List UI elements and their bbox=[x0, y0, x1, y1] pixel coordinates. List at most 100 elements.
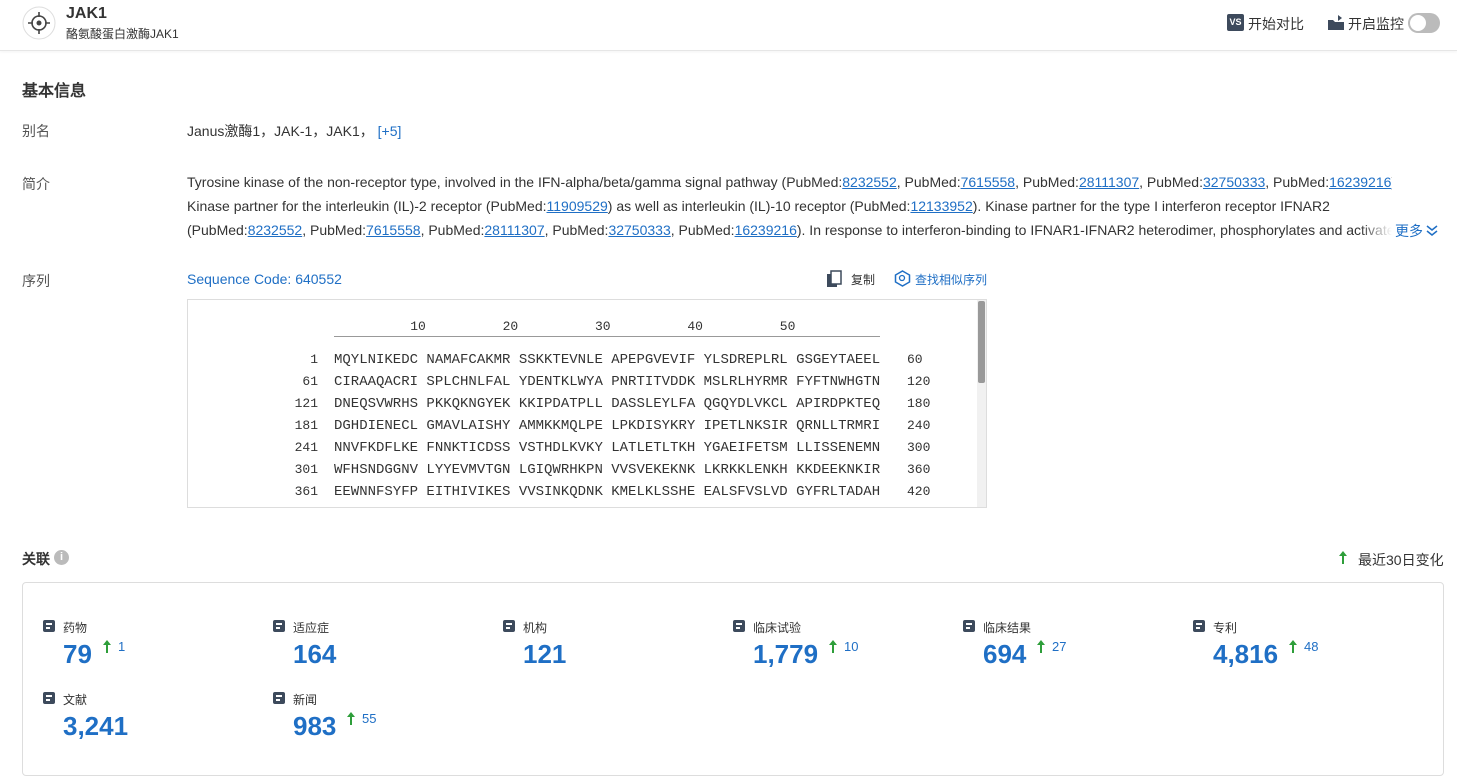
stat-value[interactable]: 1,779 bbox=[753, 639, 819, 669]
stat-change: 48 bbox=[1304, 639, 1319, 654]
pubmed-link[interactable]: 7615558 bbox=[960, 174, 1016, 190]
monitor-button[interactable]: 开启监控 bbox=[1348, 16, 1404, 32]
row-sequence: MQYLNIKEDC NAMAFCAKMR SSKKTEVNLE APEPGVE… bbox=[334, 352, 881, 368]
summary-text: ). In response to interferon-binding to … bbox=[796, 222, 1392, 238]
stat-icon bbox=[43, 692, 55, 704]
pubmed-link[interactable]: 16239216 bbox=[734, 222, 797, 238]
summary-text: , PubMed: bbox=[1139, 174, 1203, 190]
summary-line: (PubMed:8232552, PubMed:7615558, PubMed:… bbox=[187, 218, 1392, 242]
title: JAK1 bbox=[66, 5, 107, 22]
alias-text: Janus激酶1，JAK-1，JAK1， bbox=[187, 123, 374, 139]
summary-text: , PubMed: bbox=[896, 174, 961, 190]
stat-item[interactable]: 专利 4,816 48 bbox=[1192, 618, 1412, 678]
summary-text: , PubMed: bbox=[1015, 174, 1079, 190]
stat-icon bbox=[503, 620, 515, 632]
row-start: 361 bbox=[294, 484, 318, 499]
stat-value[interactable]: 164 bbox=[293, 639, 337, 669]
stat-change: 55 bbox=[362, 711, 377, 726]
info-icon[interactable]: i bbox=[54, 550, 69, 565]
row-sequence: EEWNNFSYFP EITHIVIKES VVSINKQDNK KMELKLS… bbox=[334, 484, 881, 500]
pubmed-link[interactable]: 16239216 bbox=[1329, 174, 1392, 190]
header: JAK1 酪氨酸蛋白激酶JAK1 VS 开始对比 开启监控 bbox=[0, 0, 1457, 51]
stat-item[interactable]: 临床试验 1,779 10 bbox=[732, 618, 952, 678]
summary-text: ). Kinase partner for the type I interfe… bbox=[972, 198, 1330, 214]
row-start: 181 bbox=[294, 418, 318, 433]
row-sequence: DGHDIENECL GMAVLAISHY AMMKKMQLPE LPKDISY… bbox=[334, 418, 881, 434]
pubmed-link[interactable]: 11909529 bbox=[546, 198, 608, 214]
summary-text: , PubMed: bbox=[544, 222, 609, 238]
ruler-tick: 50 bbox=[779, 319, 796, 334]
up-arrow bbox=[103, 640, 111, 653]
summary-text: Tyrosine kinase of the non-receptor type… bbox=[187, 174, 843, 190]
stat-item[interactable]: 药物 79 1 bbox=[42, 618, 262, 678]
logo bbox=[22, 6, 56, 40]
pubmed-link[interactable]: 12133952 bbox=[910, 198, 973, 214]
stat-change: 1 bbox=[118, 639, 126, 654]
alias-label: 别名 bbox=[22, 123, 50, 139]
stat-item[interactable]: 新闻 983 55 bbox=[272, 690, 492, 750]
row-sequence: WFHSNDGGNV LYYEVMVTGN LGIQWRHKPN VVSVEKE… bbox=[334, 462, 881, 478]
row-end: 60 bbox=[907, 352, 923, 367]
stat-change: 10 bbox=[844, 639, 859, 654]
monitor-toggle[interactable] bbox=[1408, 13, 1440, 33]
summary-text: , PubMed: bbox=[420, 222, 485, 238]
row-start: 61 bbox=[302, 374, 318, 389]
compare-button[interactable]: 开始对比 bbox=[1248, 16, 1304, 32]
legend-arrow bbox=[1339, 551, 1347, 564]
row-start: 301 bbox=[294, 462, 318, 477]
stat-change-group: 55 bbox=[346, 711, 376, 731]
pubmed-link[interactable]: 28111307 bbox=[1078, 174, 1140, 190]
compare-icon[interactable]: VS bbox=[1227, 14, 1244, 31]
stat-value[interactable]: 983 bbox=[293, 711, 337, 741]
summary-fade bbox=[1360, 218, 1392, 242]
find-similar[interactable]: 查找相似序列 bbox=[915, 273, 988, 287]
stat-label: 临床结果 bbox=[983, 621, 1032, 635]
stat-label: 新闻 bbox=[293, 693, 318, 707]
pubmed-link[interactable]: 32750333 bbox=[1202, 174, 1266, 190]
pubmed-link[interactable]: 8232552 bbox=[247, 222, 303, 238]
up-arrow bbox=[1289, 640, 1297, 653]
stat-value[interactable]: 694 bbox=[983, 639, 1027, 669]
summary-more-text[interactable]: 更多 bbox=[1395, 223, 1423, 239]
stat-value[interactable]: 79 bbox=[63, 639, 92, 669]
stat-icon bbox=[733, 620, 745, 632]
stat-label: 机构 bbox=[523, 621, 548, 635]
up-arrow bbox=[1037, 640, 1045, 653]
pubmed-link[interactable]: 7615558 bbox=[366, 222, 421, 238]
summary-more[interactable]: 更多 bbox=[1395, 221, 1439, 241]
stat-icon bbox=[963, 620, 975, 632]
row-end: 360 bbox=[907, 462, 931, 477]
alias-more[interactable]: [+5] bbox=[377, 123, 402, 139]
stat-label: 药物 bbox=[63, 621, 88, 635]
stat-icon bbox=[43, 620, 55, 632]
stat-value[interactable]: 121 bbox=[523, 639, 567, 669]
ruler-tick: 10 bbox=[410, 319, 426, 334]
summary-text: ) as well as interleukin (IL)-10 recepto… bbox=[607, 198, 911, 214]
stat-label: 临床试验 bbox=[753, 621, 802, 635]
copy-icon bbox=[827, 270, 842, 287]
section-title: 基本信息 bbox=[22, 83, 87, 100]
row-end: 120 bbox=[907, 374, 931, 389]
summary-label: 简介 bbox=[22, 176, 50, 192]
stat-icon bbox=[273, 692, 285, 704]
pubmed-link[interactable]: 32750333 bbox=[608, 222, 671, 238]
alias: Janus激酶1，JAK-1，JAK1， [+5] bbox=[187, 121, 401, 141]
stat-item[interactable]: 文献 3,241 bbox=[42, 690, 262, 750]
copy-button[interactable]: 复制 bbox=[851, 273, 876, 287]
stat-item[interactable]: 临床结果 694 27 bbox=[962, 618, 1182, 678]
scrollbar[interactable] bbox=[978, 301, 985, 383]
pubmed-link[interactable]: 8232552 bbox=[842, 174, 897, 190]
row-sequence: CIRAAQACRI SPLCHNLFAL YDENTKLWYA PNRTITV… bbox=[334, 374, 881, 390]
stat-item[interactable]: 适应症 164 bbox=[272, 618, 492, 678]
up-arrow bbox=[829, 640, 837, 653]
summary-line: Tyrosine kinase of the non-receptor type… bbox=[187, 170, 1392, 194]
stat-label: 专利 bbox=[1213, 621, 1238, 635]
stat-value[interactable]: 3,241 bbox=[63, 711, 129, 741]
stat-item[interactable]: 机构 121 bbox=[502, 618, 722, 678]
pubmed-link[interactable]: 28111307 bbox=[484, 222, 545, 238]
stat-value[interactable]: 4,816 bbox=[1213, 639, 1279, 669]
ruler-tick: 40 bbox=[687, 319, 703, 334]
sequence-label: 序列 bbox=[22, 273, 50, 289]
stat-change-group: 10 bbox=[828, 639, 858, 659]
